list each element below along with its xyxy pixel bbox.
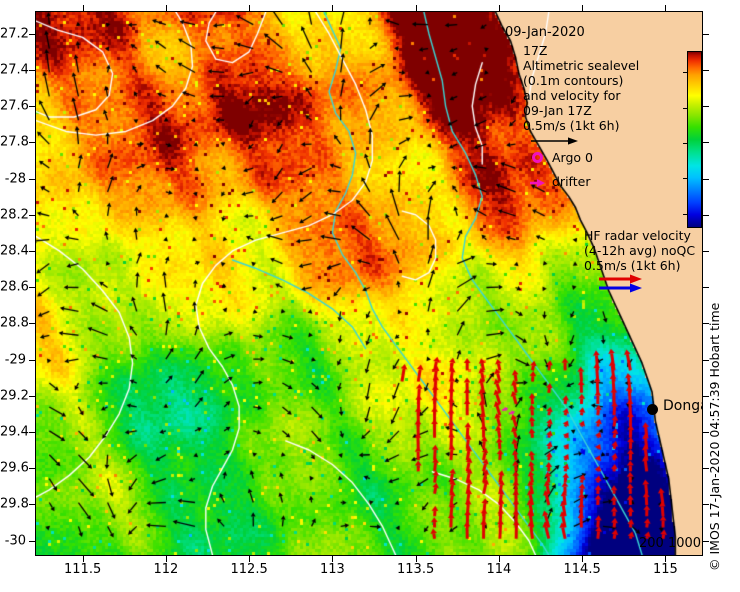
colorbar-tick <box>683 213 687 215</box>
xtick-mark-top <box>82 5 84 11</box>
ytick-mark-right <box>703 178 709 180</box>
ytick-label: 29.4 <box>0 424 29 440</box>
ytick-mark <box>29 214 35 216</box>
ytick-label: -28 <box>4 171 26 187</box>
copyright-text: © IMOS 17-Jan-2020 04:57:39 Hobart time <box>707 302 722 571</box>
ytick-mark-right <box>703 504 709 506</box>
drifter-legend-label: drifter <box>552 174 591 189</box>
ytick-mark <box>29 395 35 397</box>
anno-date: 09-Jan-2020 <box>505 25 585 40</box>
ytick-mark <box>29 431 35 433</box>
map-plot-area[interactable]: 09-Jan-2020 17Z Altimetric sealevel (0.1… <box>35 11 703 556</box>
xtick-label: 113 <box>319 562 345 577</box>
anno-line5: and velocity for <box>523 88 621 103</box>
ytick-mark-right <box>703 359 709 361</box>
ytick-mark <box>29 359 35 361</box>
velocity-scale-arrow-icon <box>531 137 578 145</box>
ytick-mark <box>29 504 35 506</box>
xtick-mark-top <box>165 5 167 11</box>
ytick-label: 27.2 <box>0 26 29 42</box>
colorbar <box>687 51 702 228</box>
colorbar-tick <box>683 72 687 74</box>
ytick-mark <box>29 178 35 180</box>
xtick-mark <box>82 556 84 562</box>
xtick-mark <box>498 556 500 562</box>
ytick-label: 27.8 <box>0 134 29 150</box>
xtick-mark-top <box>415 5 417 11</box>
ytick-mark-right <box>703 142 709 144</box>
ytick-mark <box>29 468 35 470</box>
anno-line3: Altimetric sealevel <box>523 58 640 73</box>
ytick-mark <box>29 106 35 108</box>
ytick-mark <box>29 287 35 289</box>
depth-legend-label: 200 1000m <box>639 536 702 551</box>
ytick-mark-right <box>703 431 709 433</box>
ytick-mark-right <box>703 33 709 35</box>
overlay-vectors-contours <box>36 12 702 555</box>
xtick-mark-top <box>332 5 334 11</box>
xtick-label: 111.5 <box>64 562 102 577</box>
ytick-label: 28.4 <box>0 243 29 259</box>
ytick-label: 28.6 <box>0 279 29 295</box>
argo-marker-icon <box>532 152 543 163</box>
xtick-mark <box>165 556 167 562</box>
xtick-mark-top <box>582 5 584 11</box>
xtick-label: 115 <box>652 562 678 577</box>
xtick-label: 114 <box>486 562 512 577</box>
xtick-label: 113.5 <box>397 562 435 577</box>
drifter-marker-icon <box>530 179 545 187</box>
argo-legend-label: Argo 0 <box>552 150 593 165</box>
colorbar-tick <box>683 178 687 180</box>
hf-radar-line2: (4-12h avg) noQC <box>584 243 696 258</box>
xtick-label: 112 <box>153 562 179 577</box>
ytick-label: 29.2 <box>0 388 29 404</box>
ytick-mark-right <box>703 468 709 470</box>
xtick-mark-top <box>249 5 251 11</box>
ytick-label: -29 <box>4 352 26 368</box>
colorbar-tick <box>683 107 687 109</box>
xtick-mark <box>415 556 417 562</box>
ytick-mark-right <box>703 214 709 216</box>
ytick-mark-right <box>703 540 709 542</box>
city-marker-dongara <box>647 404 658 415</box>
xtick-mark <box>665 556 667 562</box>
ytick-label: 27.4 <box>0 62 29 78</box>
ytick-mark <box>29 69 35 71</box>
depth-legend-line <box>643 555 695 556</box>
ytick-mark-right <box>703 323 709 325</box>
ytick-label: -30 <box>4 533 26 549</box>
ytick-label: 28.2 <box>0 207 29 223</box>
ytick-mark <box>29 323 35 325</box>
anno-line6: 09-Jan 17Z <box>523 103 592 118</box>
ytick-mark-right <box>703 395 709 397</box>
ytick-label: 29.6 <box>0 460 29 476</box>
anno-velocity-scale-text: 0.5m/s (1kt 6h) <box>523 118 620 133</box>
anno-line4: (0.1m contours) <box>523 73 624 88</box>
xtick-mark <box>332 556 334 562</box>
city-label-dongara: Dongara <box>663 398 702 414</box>
hf-radar-line1: HF radar velocity <box>584 228 691 243</box>
ytick-mark <box>29 250 35 252</box>
ytick-mark-right <box>703 250 709 252</box>
ytick-mark-right <box>703 287 709 289</box>
ytick-label: 27.6 <box>0 98 29 114</box>
ytick-label: 29.8 <box>0 496 29 512</box>
colorbar-tick <box>683 143 687 145</box>
xtick-mark <box>582 556 584 562</box>
ytick-mark <box>29 142 35 144</box>
ytick-mark <box>29 540 35 542</box>
ytick-mark-right <box>703 106 709 108</box>
hf-radar-scale-arrows-icon <box>599 274 642 293</box>
xtick-label: 114.5 <box>563 562 601 577</box>
anno-time: 17Z <box>523 43 548 58</box>
xtick-label: 112.5 <box>230 562 268 577</box>
ytick-label: 28.8 <box>0 315 29 331</box>
ytick-mark-right <box>703 69 709 71</box>
hf-radar-line3: 0.5m/s (1kt 6h) <box>584 258 681 273</box>
xtick-mark-top <box>665 5 667 11</box>
xtick-mark <box>249 556 251 562</box>
xtick-mark-top <box>498 5 500 11</box>
ytick-mark <box>29 33 35 35</box>
